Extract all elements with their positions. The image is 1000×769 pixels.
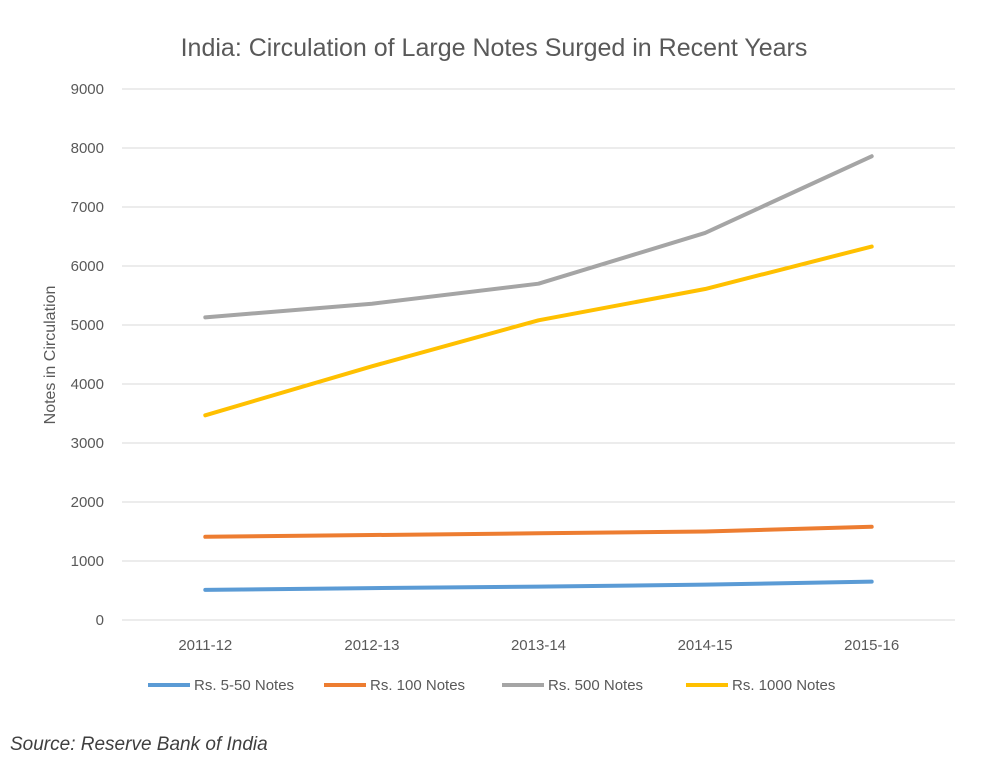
gridlines	[122, 88, 955, 621]
legend-label: Rs. 1000 Notes	[732, 677, 835, 694]
chart-title: India: Circulation of Large Notes Surged…	[181, 34, 808, 62]
x-axis-ticks: 2011-12 2012-13 2013-14 2014-15 2015-16	[178, 637, 899, 654]
legend: Rs. 5-50 Notes Rs. 100 Notes Rs. 500 Notes…	[148, 677, 835, 694]
y-tick-label: 7000	[71, 199, 104, 216]
x-tick-label: 2015-16	[844, 637, 899, 654]
y-axis-label: Notes in Circulation	[42, 286, 59, 425]
legend-label: Rs. 100 Notes	[370, 677, 465, 694]
y-tick-label: 2000	[71, 494, 104, 511]
legend-label: Rs. 5-50 Notes	[194, 677, 294, 694]
x-tick-label: 2012-13	[344, 637, 399, 654]
x-tick-label: 2014-15	[678, 637, 733, 654]
series-line-1	[203, 524, 874, 539]
y-tick-label: 4000	[71, 376, 104, 393]
source-note: Source: Reserve Bank of India	[10, 734, 268, 755]
y-tick-label: 0	[96, 612, 104, 629]
y-axis-ticks: 0 1000 2000 3000 4000 5000 6000 7000 8000 9000	[71, 81, 104, 629]
series-line-0	[203, 579, 874, 592]
series-lines	[203, 154, 874, 592]
y-tick-label: 6000	[71, 258, 104, 275]
y-tick-label: 3000	[71, 435, 104, 452]
y-tick-label: 9000	[71, 81, 104, 98]
legend-label: Rs. 500 Notes	[548, 677, 643, 694]
x-tick-label: 2011-12	[178, 637, 232, 654]
y-tick-label: 8000	[71, 140, 104, 157]
y-tick-label: 5000	[71, 317, 104, 334]
y-tick-label: 1000	[71, 553, 104, 570]
series-line-3	[203, 244, 874, 418]
x-tick-label: 2013-14	[511, 637, 566, 654]
series-line-2	[203, 154, 874, 320]
